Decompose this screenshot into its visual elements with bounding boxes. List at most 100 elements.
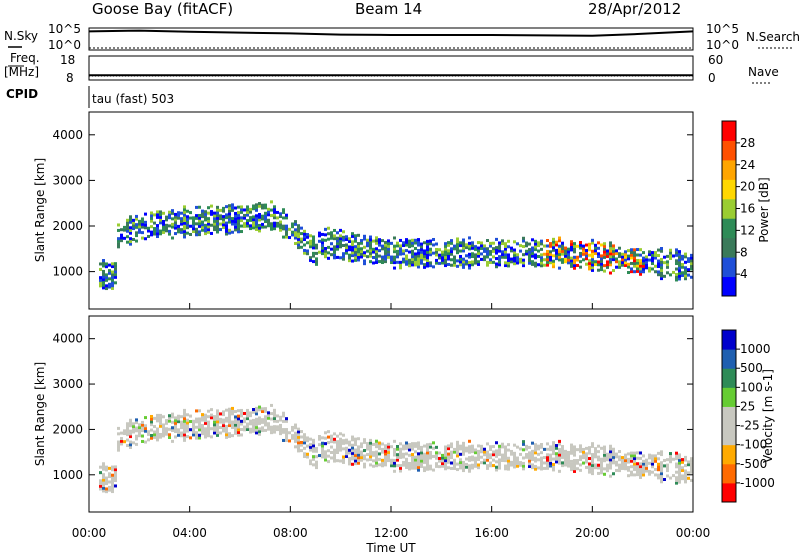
- power-cell: [210, 231, 213, 235]
- velocity-cell: [630, 470, 633, 474]
- power-cell: [264, 217, 267, 221]
- power-cell: [255, 227, 258, 231]
- power-cell: [354, 247, 357, 251]
- power-cell: [405, 238, 408, 242]
- power-cell: [456, 245, 459, 249]
- velocity-ylabel: Slant Range [km]: [33, 362, 47, 466]
- power-cell: [231, 219, 234, 223]
- velocity-cell: [453, 447, 456, 451]
- velocity-cell: [630, 457, 633, 461]
- power-cell: [630, 267, 633, 271]
- velocity-cell: [486, 464, 489, 468]
- power-cell: [159, 215, 162, 219]
- power-cell: [639, 267, 642, 271]
- velocity-cell: [657, 468, 660, 472]
- power-cell: [633, 270, 636, 274]
- power-cell: [426, 253, 429, 257]
- velocity-cell: [249, 411, 252, 415]
- power-cell: [207, 211, 210, 215]
- velocity-cell: [633, 473, 636, 477]
- power-cell: [510, 257, 513, 261]
- power-cell: [417, 259, 420, 263]
- power-cell: [375, 260, 378, 264]
- power-cell: [600, 265, 603, 269]
- power-cell: [129, 237, 132, 241]
- velocity-cell: [624, 461, 627, 465]
- velocity-cell: [279, 423, 282, 427]
- colorbar-tick-label: 1000: [740, 342, 771, 356]
- power-cell: [618, 260, 621, 264]
- velocity-cell: [675, 457, 678, 461]
- power-cell: [294, 236, 297, 240]
- power-cell: [456, 237, 459, 241]
- power-cell: [666, 260, 669, 264]
- velocity-cell: [639, 470, 642, 474]
- velocity-cell: [552, 449, 555, 453]
- power-cell: [450, 247, 453, 251]
- power-cell: [624, 263, 627, 267]
- velocity-cell: [645, 469, 648, 473]
- velocity-cell: [216, 428, 219, 432]
- power-cell: [444, 247, 447, 251]
- velocity-cell: [363, 454, 366, 458]
- velocity-cell: [558, 448, 561, 452]
- power-cell: [117, 223, 120, 227]
- power-cell: [429, 253, 432, 257]
- velocity-cell: [591, 442, 594, 446]
- power-cell: [471, 263, 474, 267]
- velocity-cell: [255, 425, 258, 429]
- velocity-cell: [237, 420, 240, 424]
- power-cell: [381, 244, 384, 248]
- power-cell: [573, 266, 576, 270]
- power-cell: [339, 228, 342, 232]
- power-cell: [267, 210, 270, 214]
- x-axis-label: Time UT: [365, 541, 416, 554]
- freq-panel: 18 8 60 0: [60, 53, 723, 85]
- power-cell: [201, 212, 204, 216]
- velocity-cell: [456, 462, 459, 466]
- velocity-cell: [315, 449, 318, 453]
- velocity-cell: [195, 409, 198, 413]
- velocity-cell: [387, 450, 390, 454]
- velocity-cell: [201, 413, 204, 417]
- power-cell: [204, 218, 207, 222]
- velocity-cell: [129, 418, 132, 422]
- power-cell: [510, 249, 513, 253]
- power-cell: [660, 257, 663, 261]
- power-cell: [192, 230, 195, 234]
- power-cell: [234, 220, 237, 224]
- power-cell: [126, 235, 129, 239]
- velocity-cell: [225, 408, 228, 412]
- power-cell: [630, 261, 633, 265]
- velocity-cell: [264, 428, 267, 432]
- power-cell: [411, 252, 414, 256]
- velocity-cell: [249, 414, 252, 418]
- velocity-cell: [261, 418, 264, 422]
- power-cell: [105, 278, 108, 282]
- power-cell: [468, 255, 471, 259]
- velocity-cell: [270, 428, 273, 432]
- velocity-cell: [495, 441, 498, 445]
- power-cell: [114, 275, 117, 279]
- power-cell: [630, 253, 633, 257]
- velocity-cell: [450, 456, 453, 460]
- velocity-cell: [618, 458, 621, 462]
- power-cell: [285, 235, 288, 239]
- velocity-cell: [126, 444, 129, 448]
- velocity-cell: [396, 453, 399, 457]
- velocity-cell: [111, 490, 114, 494]
- velocity-cell: [297, 441, 300, 445]
- power-cell: [210, 204, 213, 208]
- power-cell: [120, 239, 123, 243]
- power-cell: [237, 227, 240, 231]
- power-cell: [234, 217, 237, 221]
- power-cell: [510, 246, 513, 250]
- power-cell: [273, 210, 276, 214]
- power-cell: [453, 244, 456, 248]
- velocity-cell: [366, 452, 369, 456]
- velocity-cell: [387, 448, 390, 452]
- velocity-cell: [681, 477, 684, 481]
- velocity-cell: [468, 445, 471, 449]
- power-cell: [141, 225, 144, 229]
- velocity-cell: [132, 427, 135, 431]
